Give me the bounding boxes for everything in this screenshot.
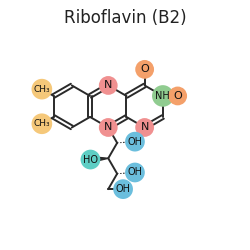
- Text: O: O: [173, 91, 182, 101]
- Circle shape: [113, 179, 133, 199]
- Text: OH: OH: [116, 184, 130, 194]
- Text: N: N: [140, 122, 149, 132]
- Text: O: O: [140, 64, 149, 74]
- Circle shape: [125, 132, 145, 152]
- Circle shape: [32, 114, 52, 134]
- Text: NH: NH: [156, 91, 170, 101]
- Circle shape: [99, 118, 118, 137]
- Text: N: N: [104, 80, 112, 90]
- Circle shape: [168, 86, 187, 105]
- Circle shape: [32, 79, 52, 100]
- Circle shape: [99, 76, 118, 95]
- Circle shape: [80, 150, 100, 170]
- Text: OH: OH: [128, 137, 142, 147]
- Text: OH: OH: [128, 168, 142, 177]
- Text: HO: HO: [83, 154, 98, 164]
- Text: CH₃: CH₃: [34, 85, 50, 94]
- Text: Riboflavin (B2): Riboflavin (B2): [64, 9, 186, 27]
- Circle shape: [135, 60, 154, 79]
- Circle shape: [152, 85, 174, 107]
- Text: N: N: [104, 122, 112, 132]
- Circle shape: [135, 118, 154, 137]
- Polygon shape: [90, 156, 108, 162]
- Text: CH₃: CH₃: [34, 119, 50, 128]
- Circle shape: [125, 162, 145, 182]
